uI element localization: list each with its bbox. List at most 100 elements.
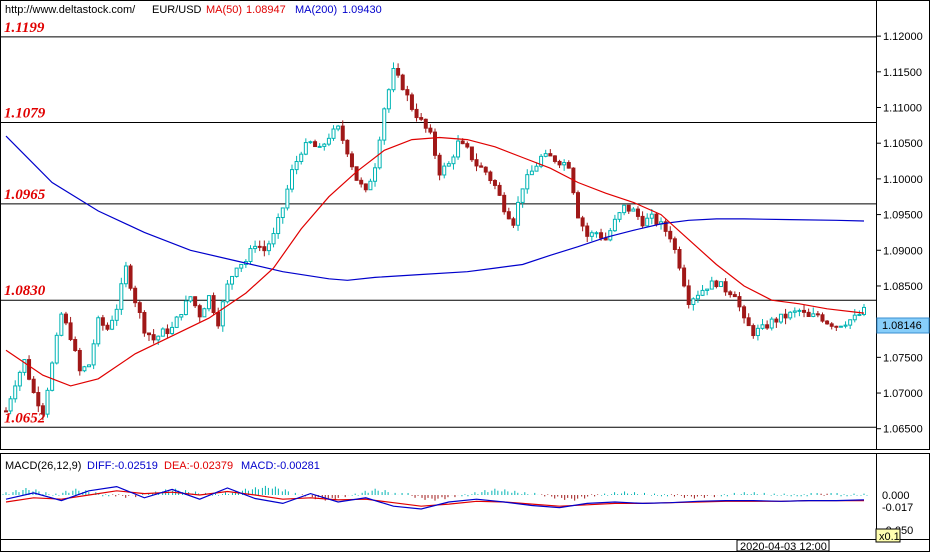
candle-body — [511, 218, 516, 226]
candle-body — [483, 166, 488, 173]
symbol-label: EUR/USD — [152, 4, 202, 16]
candle-body — [359, 179, 364, 185]
candle-body — [266, 243, 271, 252]
candle-body — [22, 359, 27, 373]
candle-body — [234, 267, 239, 277]
candle-body — [774, 318, 779, 323]
candle-body — [492, 180, 497, 186]
candle-body — [617, 212, 622, 220]
time-label-box — [736, 539, 830, 552]
ma200-value: 1.09430 — [342, 4, 382, 16]
candle-body — [114, 308, 119, 321]
candle-body — [326, 137, 331, 145]
price-tick-label: 1.07500 — [883, 352, 923, 364]
candle-body — [386, 89, 391, 110]
candle-body — [373, 167, 378, 182]
candle-body — [202, 308, 207, 318]
candle-body — [728, 291, 733, 296]
candle-body — [96, 317, 101, 345]
candle-body — [479, 165, 484, 168]
candle-body — [834, 325, 839, 328]
candle-body — [211, 295, 216, 314]
candle-body — [68, 322, 73, 341]
macd-title: MACD(26,12,9) — [5, 460, 81, 472]
candle-body — [520, 188, 525, 203]
candle-body — [45, 389, 50, 415]
candle-body — [686, 285, 691, 305]
crosshair-time-label: 2020-04-03 12:00 — [740, 541, 827, 552]
candle-body — [442, 165, 447, 176]
candle-body — [672, 238, 677, 250]
candle-body — [562, 162, 567, 166]
zoom-box[interactable] — [875, 528, 901, 543]
candle-body — [446, 163, 451, 167]
candle-body — [820, 314, 825, 322]
macd-diff-label: DIFF:-0.02519 — [87, 460, 158, 472]
candle-body — [502, 194, 507, 213]
candle-body — [433, 131, 437, 156]
price-tick-label: 1.09500 — [883, 210, 923, 222]
candle-body — [27, 359, 32, 380]
candle-body — [91, 343, 96, 366]
candle-body — [778, 313, 783, 323]
candle-body — [534, 165, 539, 172]
candle-body — [271, 233, 276, 245]
candle-body — [695, 294, 700, 300]
candle-body — [474, 159, 479, 167]
candle-body — [82, 366, 87, 372]
candle-body — [193, 296, 198, 307]
candle-body — [742, 306, 747, 319]
candle-body — [105, 324, 110, 330]
candle-body — [815, 313, 820, 316]
candle-body — [137, 302, 142, 313]
candle-body — [248, 248, 253, 262]
candle-body — [382, 108, 387, 141]
candle-body — [17, 371, 22, 387]
candle-body — [797, 309, 802, 312]
moving-averages-layer — [5, 135, 865, 387]
candle-body — [197, 305, 202, 318]
candle-body — [737, 296, 742, 308]
candle-body — [838, 325, 843, 328]
candle-body — [848, 319, 853, 326]
candle-body — [755, 327, 760, 337]
level-label: 1.1199 — [4, 20, 45, 36]
candle-body — [303, 142, 308, 155]
candle-body — [585, 225, 590, 237]
candle-body — [829, 323, 834, 327]
candle-body — [119, 283, 124, 310]
level-label: 1.0965 — [4, 187, 46, 203]
candle-body — [631, 208, 636, 212]
candle-body — [497, 184, 502, 196]
candle-body — [663, 221, 668, 232]
candle-body — [54, 334, 59, 364]
candle-body — [174, 316, 179, 328]
price-tick-label: 1.08500 — [883, 281, 923, 293]
ma50-label: MA(50) — [206, 4, 242, 16]
ma50-line — [5, 136, 865, 387]
candle-body — [576, 192, 580, 219]
candle-body — [705, 288, 710, 291]
candle-body — [732, 294, 737, 298]
candle-body — [769, 318, 774, 329]
candle-body — [40, 405, 45, 415]
candle-body — [257, 245, 262, 248]
candle-body — [802, 309, 807, 313]
candle-body — [622, 204, 627, 214]
candle-body — [765, 324, 770, 329]
candle-body — [50, 362, 55, 391]
candles-layer — [4, 62, 866, 421]
candle-body — [290, 169, 294, 190]
candle-body — [548, 153, 553, 157]
candle-body — [308, 141, 313, 144]
candle-body — [543, 153, 548, 157]
candle-body — [437, 154, 442, 176]
candle-body — [806, 311, 811, 317]
candle-body — [151, 334, 156, 341]
candle-body — [862, 306, 866, 316]
macd-diff-line — [5, 485, 865, 510]
candle-body — [87, 364, 92, 368]
candle-body — [608, 230, 613, 241]
candle-body — [603, 237, 608, 241]
